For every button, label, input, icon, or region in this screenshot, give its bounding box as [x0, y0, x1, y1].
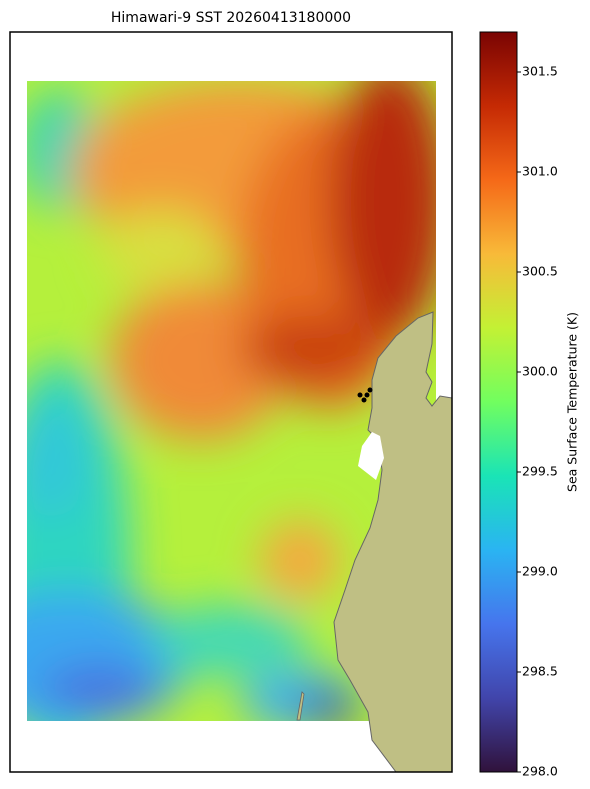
colorbar-tick-label: 301.5	[522, 64, 558, 79]
colorbar-tick-label: 298.5	[522, 664, 558, 679]
colorbar-tick-label: 298.0	[522, 764, 558, 779]
colorbar-tick-label: 300.0	[522, 364, 558, 379]
map-title: Himawari-9 SST 20260413180000	[111, 10, 351, 26]
colorbar: Sea Surface Temperature (K) 298.0 298.5 29…	[479, 31, 580, 779]
colorbar-tick-label: 300.5	[522, 264, 558, 279]
colorbar-tick-label: 301.0	[522, 164, 558, 179]
colorbar-tick-label: 299.5	[522, 464, 558, 479]
colorbar-tick-label: 299.0	[522, 564, 558, 579]
sst-field	[9, 31, 453, 773]
colorbar-label: Sea Surface Temperature (K)	[565, 312, 580, 492]
